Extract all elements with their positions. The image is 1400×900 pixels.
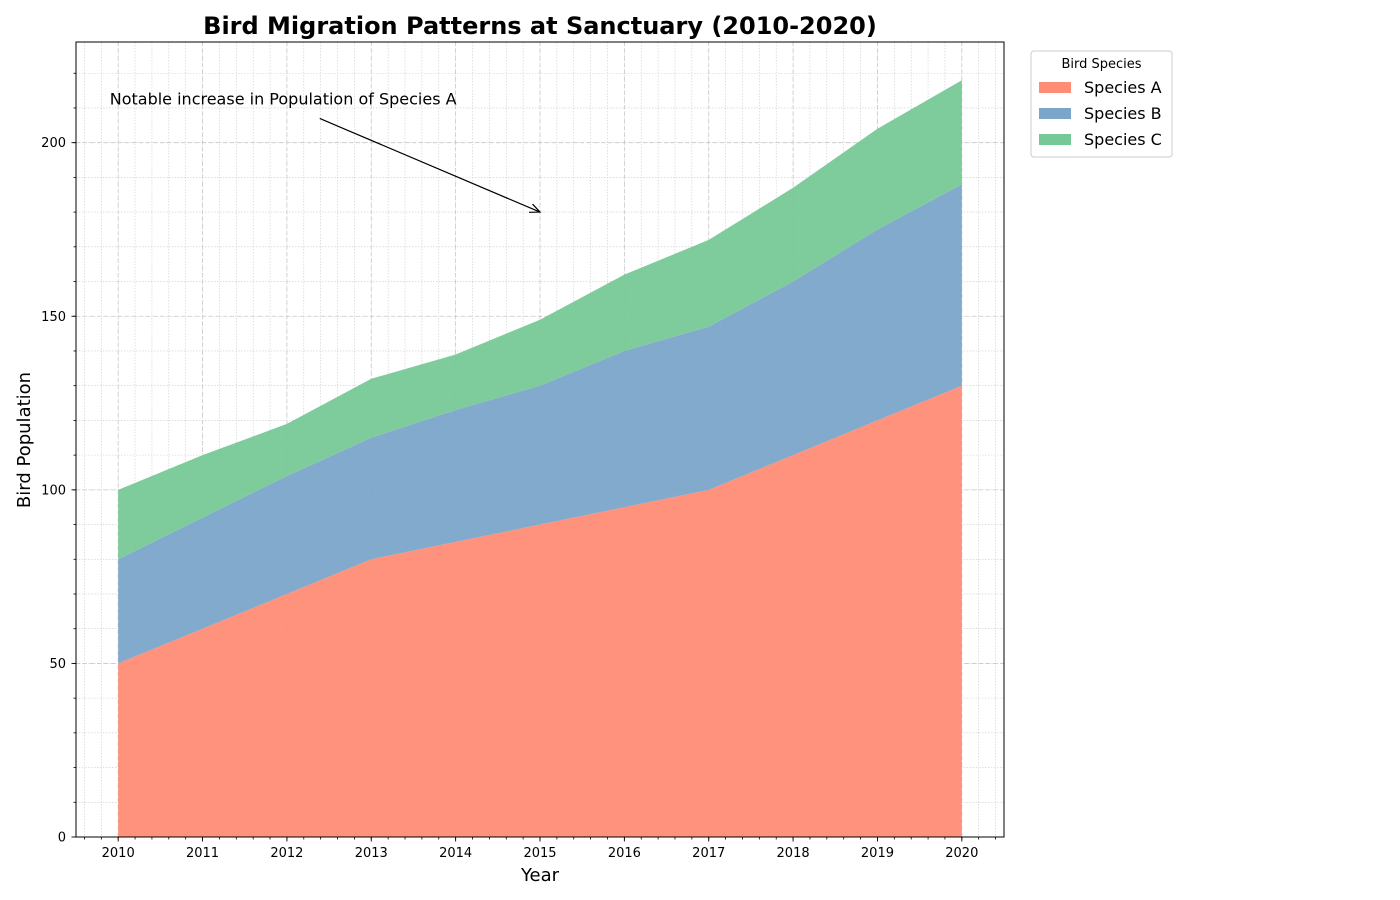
legend-box <box>1030 50 1173 158</box>
x-tick-label: 2011 <box>186 846 219 861</box>
area-species-a <box>118 385 962 837</box>
area-species-c <box>118 80 962 560</box>
legend-title: Bird Species <box>1061 57 1141 72</box>
legend-label: Species A <box>1084 78 1162 97</box>
y-tick-label: 100 <box>41 483 66 498</box>
x-tick-label: 2010 <box>102 846 135 861</box>
x-tick-label: 2018 <box>777 846 810 861</box>
x-tick-label: 2013 <box>355 846 388 861</box>
y-tick-label: 50 <box>49 657 66 672</box>
x-tick-label: 2017 <box>692 846 725 861</box>
legend-swatch <box>1039 108 1071 119</box>
y-tick-label: 150 <box>41 310 66 325</box>
area-layer <box>118 80 962 837</box>
x-tick-label: 2019 <box>861 846 894 861</box>
x-tick-label: 2016 <box>608 846 641 861</box>
chart-title: Bird Migration Patterns at Sanctuary (20… <box>203 12 877 40</box>
legend-label: Species C <box>1084 130 1162 149</box>
annotation: Notable increase in Population of Specie… <box>110 89 542 213</box>
legend-swatch <box>1039 134 1071 145</box>
axis-ticks: 2010 2011 2012 2013 2014 2015 2016 2017 2018 2019… <box>41 72 996 861</box>
legend-swatch <box>1039 82 1071 93</box>
x-tick-label: 2012 <box>270 846 303 861</box>
y-tick-label: 200 <box>41 136 66 151</box>
x-tick-label: 2015 <box>523 846 556 861</box>
annotation-arrow-line <box>319 117 541 213</box>
legend-label: Species B <box>1084 104 1162 123</box>
y-axis-label: Bird Population <box>14 372 35 508</box>
annotation-arrow-head <box>528 203 542 213</box>
x-axis-label: Year <box>520 865 560 886</box>
x-tick-label: 2020 <box>945 846 978 861</box>
x-tick-label: 2014 <box>439 846 472 861</box>
annotation-text: Notable increase in Population of Specie… <box>110 89 457 108</box>
area-species-b <box>118 184 962 664</box>
y-tick-label: 0 <box>58 831 66 846</box>
legend: Bird Species Species A Species B Species C <box>1030 50 1173 158</box>
